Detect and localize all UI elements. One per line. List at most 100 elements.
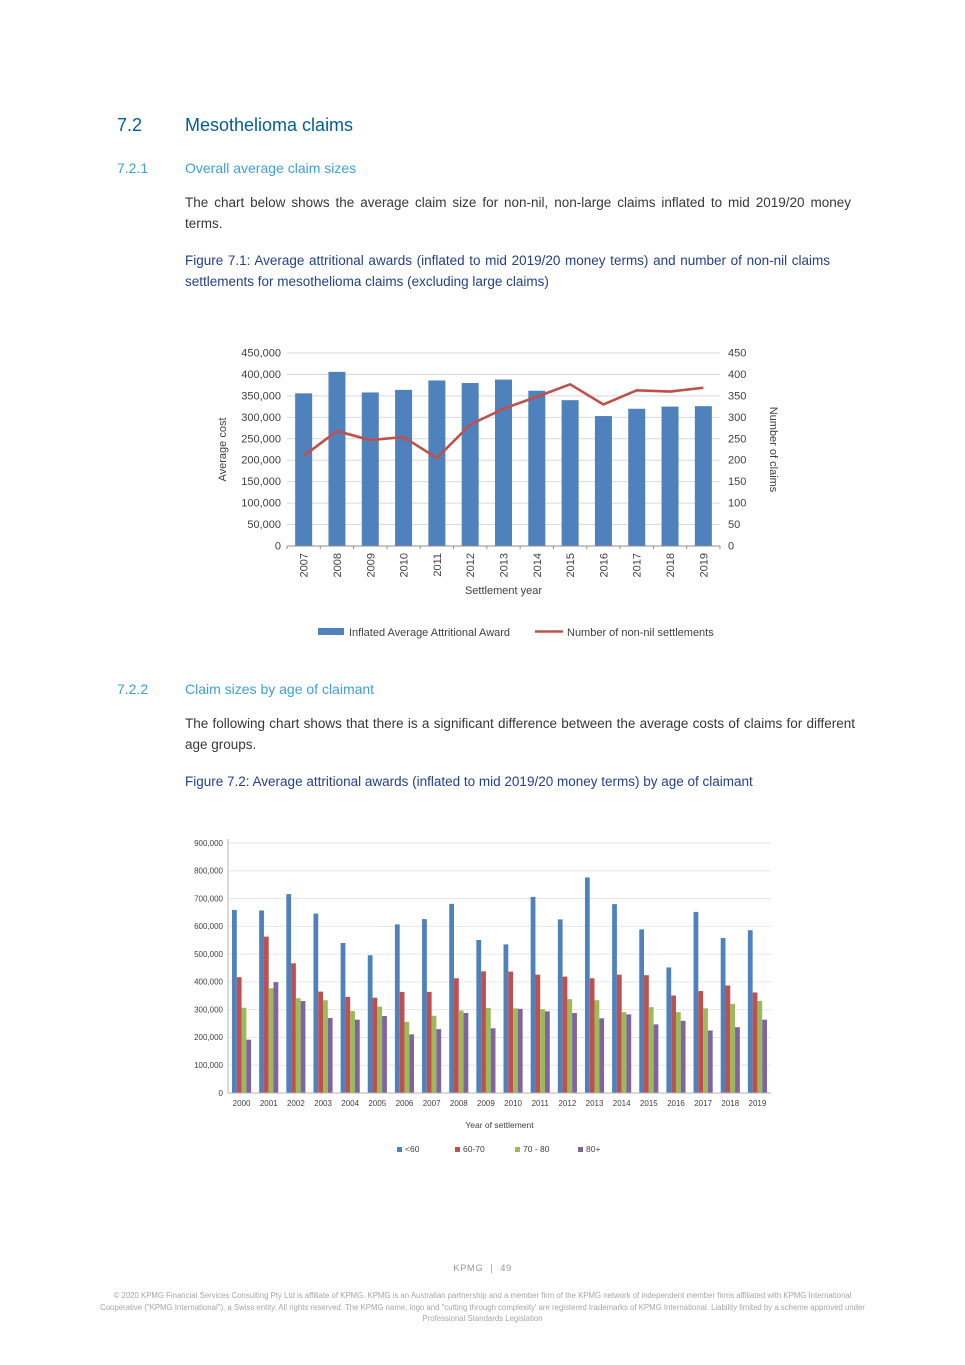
- y-axis-tick-label: 500,000: [194, 950, 223, 959]
- bar-2008-70-80: [458, 1010, 464, 1093]
- award-bar-2016: [594, 416, 612, 546]
- left-axis-tick-label: 150,000: [241, 476, 281, 488]
- bar-2007-60-70: [426, 991, 432, 1093]
- bar-2014-80plus: [626, 1014, 632, 1093]
- legend-label-award: Inflated Average Attritional Award: [349, 627, 510, 639]
- bar-2001-70-80: [268, 988, 274, 1093]
- bar-2003-70-80: [323, 1000, 328, 1093]
- right-axis-tick-label: 400: [728, 369, 746, 381]
- bar-2019-under60: [747, 930, 753, 1093]
- bar-2007-70-80: [431, 1015, 437, 1093]
- legend-swatch-1: [455, 1147, 460, 1152]
- x-axis-tick-label: 2009: [477, 1099, 495, 1108]
- settlements-line: [302, 383, 704, 460]
- x-axis-tick-label: 2008: [332, 553, 344, 577]
- left-axis-tick-label: 300,000: [241, 412, 281, 424]
- x-axis-tick-label: 2018: [665, 553, 677, 577]
- bar-2013-80plus: [599, 1018, 605, 1093]
- bar-2000-80plus: [246, 1039, 252, 1093]
- figure-7-2-chart: 0 100,000 200,000 300,000 400,000 500,000 600,…: [194, 839, 771, 1154]
- x-axis-tick-label: 2000: [233, 1099, 251, 1108]
- legend-swatch-0: [397, 1147, 402, 1152]
- bar-2017-under60: [693, 911, 699, 1093]
- bar-2006-under60: [394, 924, 400, 1093]
- bar-2011-60-70: [535, 974, 541, 1093]
- footer-separator: |: [490, 1263, 494, 1274]
- legend-swatch-2: [515, 1147, 520, 1152]
- x-axis-title: Settlement year: [465, 585, 542, 597]
- bar-2011-under60: [530, 896, 536, 1093]
- x-axis-tick-label: 2016: [667, 1099, 685, 1108]
- x-axis-tick-label: 2012: [558, 1099, 576, 1108]
- bar-2019-60-70: [752, 992, 758, 1093]
- bar-2017-80plus: [707, 1030, 713, 1093]
- right-axis-tick-label: 0: [728, 541, 734, 553]
- bar-2010-80plus: [517, 1008, 523, 1093]
- bar-2001-80plus: [273, 982, 279, 1093]
- bar-2000-under60: [232, 909, 237, 1093]
- bar-2014-under60: [612, 904, 617, 1093]
- bar-2014-70-80: [621, 1012, 627, 1093]
- x-axis-tick-label: 2007: [423, 1099, 441, 1108]
- legend-label-2: 70 - 80: [523, 1144, 550, 1154]
- bar-2018-under60: [720, 938, 726, 1093]
- x-axis-tick-label: 2007: [299, 553, 311, 577]
- award-bar-2014: [528, 390, 546, 546]
- y-axis-tick-label: 300,000: [194, 1005, 223, 1014]
- left-axis-title: Average cost: [217, 417, 229, 481]
- subsection2-title: Claim sizes by age of claimant: [185, 681, 375, 697]
- bar-2009-under60: [476, 939, 482, 1093]
- footer-legal: © 2020 KPMG Financial Services Consultin…: [100, 1291, 865, 1323]
- bar-2010-70-80: [513, 1008, 518, 1093]
- x-axis-tick-label: 2002: [287, 1099, 305, 1108]
- bar-2003-under60: [313, 913, 319, 1093]
- left-axis-tick-label: 0: [275, 541, 281, 553]
- legend-label-1: 60-70: [463, 1144, 485, 1154]
- y-axis-tick-label: 100,000: [194, 1061, 223, 1070]
- bar-2005-60-70: [372, 997, 378, 1093]
- award-bar-2017: [628, 408, 646, 546]
- bar-2003-80plus: [327, 1018, 333, 1093]
- bar-2017-70-80: [703, 1008, 708, 1093]
- footer-page-number: 49: [500, 1263, 512, 1274]
- right-axis-tick-label: 250: [728, 433, 746, 445]
- bar-2016-60-70: [671, 995, 676, 1093]
- left-axis-tick-label: 400,000: [241, 369, 281, 381]
- bar-2019-70-80: [757, 1001, 763, 1093]
- figure-7-1-caption: Figure 7.1: Average attritional awards (…: [185, 253, 830, 289]
- bar-2013-under60: [584, 877, 590, 1093]
- right-axis-tick-label: 100: [728, 498, 746, 510]
- paragraph-2: The following chart shows that there is …: [185, 716, 855, 752]
- award-bar-2019: [694, 406, 712, 546]
- bar-2016-70-80: [675, 1012, 681, 1093]
- right-axis-tick-label: 300: [728, 412, 746, 424]
- right-axis-tick-label: 50: [728, 519, 740, 531]
- bar-2012-70-80: [567, 999, 573, 1093]
- x-axis-tick-label: 2006: [396, 1099, 414, 1108]
- award-bar-2007: [295, 393, 313, 546]
- bar-2006-60-70: [399, 991, 405, 1093]
- x-axis-tick-label: 2019: [698, 553, 710, 577]
- x-axis-tick-label: 2018: [721, 1099, 739, 1108]
- y-axis-tick-label: 0: [219, 1089, 224, 1098]
- x-axis-tick-label: 2003: [314, 1099, 332, 1108]
- bar-2011-70-80: [540, 1009, 546, 1093]
- x-axis-tick-label: 2012: [465, 553, 477, 577]
- bar-2002-80plus: [300, 1001, 306, 1093]
- bar-2007-under60: [422, 919, 427, 1093]
- left-axis-tick-label: 200,000: [241, 455, 281, 467]
- bar-2016-80plus: [680, 1020, 686, 1093]
- bar-2005-80plus: [382, 1016, 387, 1093]
- bar-2012-80plus: [572, 1013, 577, 1093]
- right-axis-tick-label: 200: [728, 455, 746, 467]
- bar-2018-80plus: [735, 1027, 740, 1093]
- award-bar-2011: [428, 380, 446, 546]
- bar-2001-under60: [259, 910, 264, 1093]
- bar-2004-70-80: [350, 1011, 355, 1093]
- award-bar-2012: [461, 383, 479, 546]
- x-axis-tick-label: 2019: [749, 1099, 767, 1108]
- page-footer: KPMG | 49: [0, 1263, 965, 1274]
- left-axis-tick-label: 350,000: [241, 390, 281, 402]
- bar-2015-under60: [639, 929, 645, 1093]
- x-axis-tick-label: 2010: [399, 553, 411, 577]
